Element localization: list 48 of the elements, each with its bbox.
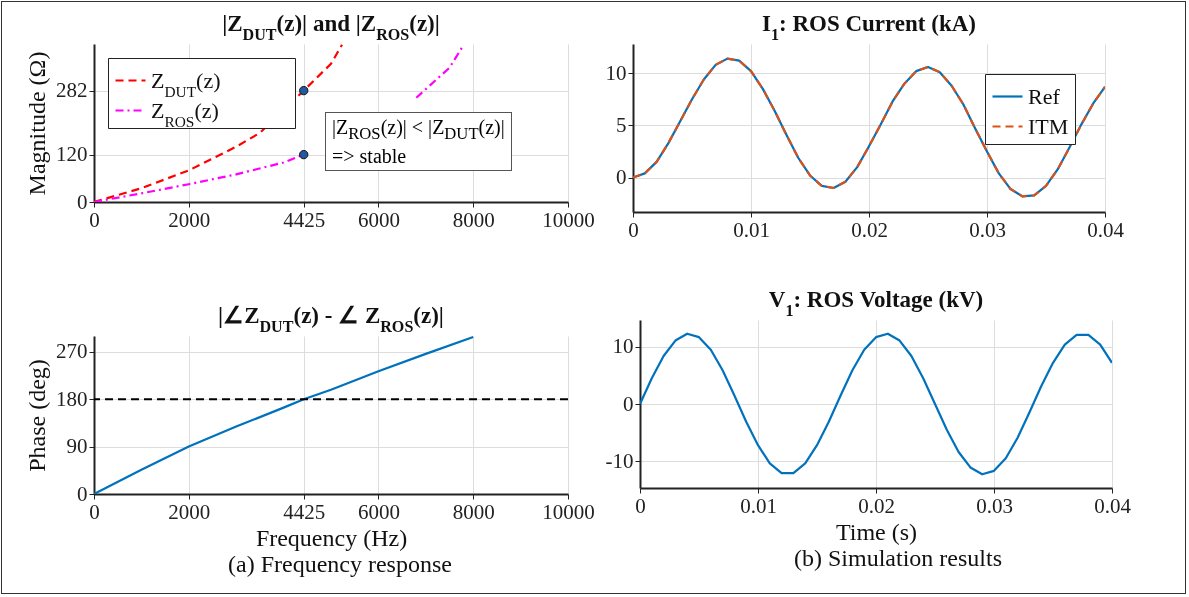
legend-label: Ref [1028,83,1061,109]
x-tick-label: 0.01 [740,493,777,518]
y-tick-label: 0 [623,391,634,416]
y-tick-label: 90 [66,434,88,459]
x-tick-label: 8000 [452,207,495,232]
y-tick-label: 120 [56,142,88,167]
x-tick-label: 4425 [283,207,326,232]
y-tick-label: 270 [56,339,88,364]
text: (a) Frequency response [228,551,452,578]
x-tick-label: 0.02 [858,493,895,518]
x-tick-label: 0.04 [1094,493,1132,518]
x-tick-label: 10000 [542,207,595,232]
x-tick-label: 8000 [452,499,495,524]
y-tick-label: 10 [612,334,634,359]
legend-label: Z$_{DUT}$(z) [151,67,221,99]
line-series [633,57,1105,198]
y-axis-title: Magnitude (Ω) [24,51,50,196]
x-tick-label: 6000 [357,207,400,232]
chart-title: |Z$_{DUT}$(z)| and |Z$_{ROS}$(z)| [222,11,440,43]
x-tick-label: 0.04 [1087,217,1125,242]
text: (b) Simulation results [794,545,1002,572]
line-series [94,336,475,494]
x-tick-label: 0.03 [976,493,1013,518]
chart-title: V$_{1}$: ROS Voltage (kV) [768,287,984,319]
y-tick-label: 0 [77,189,88,214]
x-tick-label: 4425 [283,499,326,524]
line-series [640,332,1112,476]
legend-label: Z$_{ROS}$(z) [151,97,219,129]
chart-title: |∠Z$_{DUT}$(z) - ∠ Z$_{ROS}$(z)| [218,303,444,335]
x-axis-title: Frequency (Hz) [255,524,408,551]
y-tick-label: -10 [605,448,634,473]
chart-title: I$_{1}$: ROS Current (kA) [762,11,976,43]
y-tick-label: 10 [605,60,627,85]
y-tick-label: 282 [56,78,88,103]
legend-label: ITM [1028,113,1069,139]
y-tick-label: 180 [56,386,88,411]
x-tick-label: 2000 [168,499,211,524]
x-tick-label: 6000 [357,499,400,524]
x-tick-label: 10000 [542,499,595,524]
x-tick-label: 2000 [168,207,211,232]
y-axis-title: Phase (deg) [24,359,50,472]
x-tick-label: 0.03 [969,217,1006,242]
y-tick-label: 5 [616,112,627,137]
text-box: |Z$_{ROS}$(z)| < |Z$_{DUT}$(z)| => stable [325,112,512,171]
x-tick-label: 0.02 [851,217,888,242]
x-tick-label: 0.01 [733,217,770,242]
y-tick-label: 0 [616,165,627,190]
x-axis-title: Time (s) [835,518,918,545]
